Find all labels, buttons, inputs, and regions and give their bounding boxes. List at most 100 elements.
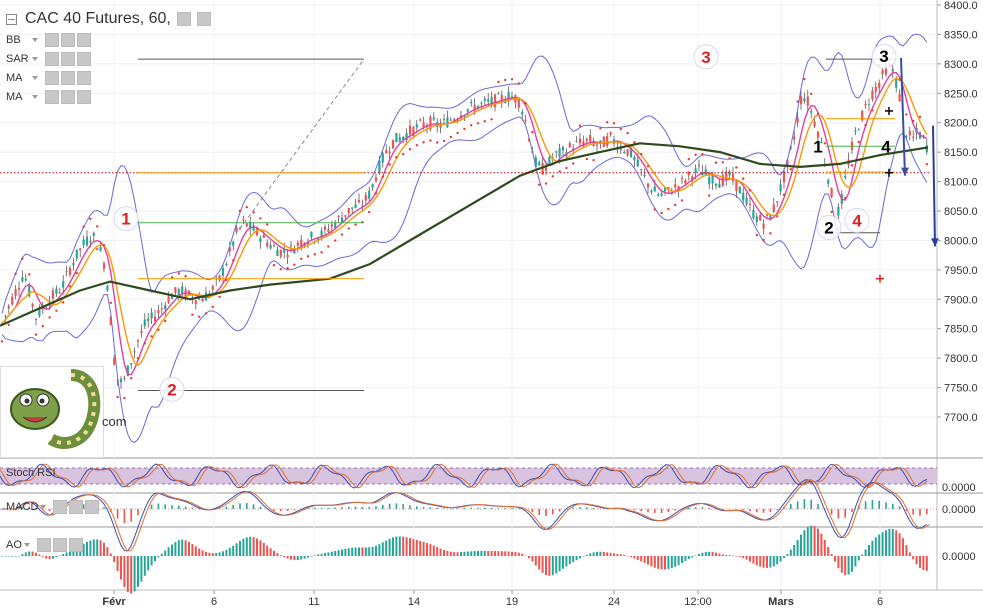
sar-dot — [592, 158, 595, 162]
gear-icon[interactable] — [61, 33, 75, 47]
sar-dot — [368, 210, 371, 214]
macd-histogram-bar — [395, 503, 398, 509]
candle-body — [4, 315, 7, 317]
close-icon[interactable] — [77, 90, 91, 104]
ao-bar — [922, 556, 925, 571]
close-icon[interactable] — [77, 71, 91, 85]
ao-bar — [21, 554, 24, 556]
stoch-rsi-d — [0, 463, 928, 489]
indicator-row-ma-2[interactable]: MA — [6, 90, 211, 104]
ao-bar — [160, 553, 163, 556]
chevron-down-icon[interactable] — [32, 57, 38, 61]
eye-icon[interactable] — [45, 33, 59, 47]
ao-bar — [708, 551, 711, 556]
sar-dot — [646, 165, 650, 168]
ao-bar — [453, 552, 456, 556]
ao-bar — [500, 551, 503, 556]
sar-dot — [48, 316, 51, 319]
macd-histogram-bar — [749, 509, 751, 512]
ao-bar — [514, 552, 517, 556]
ao-bar — [806, 526, 809, 556]
macd-histogram-bar — [552, 509, 554, 515]
candle-body — [497, 93, 500, 95]
ao-bar — [147, 556, 150, 571]
collapse-legend-icon[interactable] — [6, 13, 17, 25]
macd-histogram-bar — [694, 507, 697, 509]
candle-body — [731, 173, 735, 182]
close-icon[interactable] — [77, 33, 91, 47]
chevron-down-icon[interactable] — [23, 543, 30, 547]
candle-body — [385, 150, 388, 154]
ao-bar — [613, 553, 615, 556]
macd-histogram-bar — [592, 507, 595, 509]
sar-dot — [728, 157, 731, 160]
gear-icon[interactable] — [69, 500, 84, 514]
ao-bar — [596, 551, 598, 556]
eye-icon[interactable] — [45, 90, 59, 104]
gear-icon[interactable] — [52, 538, 67, 552]
close-icon[interactable] — [68, 538, 83, 552]
close-icon[interactable] — [85, 500, 100, 514]
macd-histogram-bar — [776, 509, 778, 511]
wave-label: 4 — [852, 211, 862, 230]
eye-icon[interactable] — [45, 52, 59, 66]
candle-body — [674, 184, 677, 188]
macd-histogram-bar — [198, 508, 200, 510]
indicator-row-ma[interactable]: MA — [6, 71, 211, 85]
ao-bar — [460, 552, 462, 556]
sar-dot — [136, 356, 140, 360]
indicator-name: MA — [6, 91, 23, 103]
sar-dot — [803, 77, 806, 81]
sar-dot — [701, 153, 704, 156]
eye-icon[interactable] — [53, 500, 68, 514]
gear-icon[interactable] — [61, 52, 75, 66]
eye-icon[interactable] — [36, 538, 51, 552]
indicator-row-sar[interactable]: SAR — [6, 52, 211, 66]
candle-body — [487, 99, 490, 102]
ao-bar — [755, 556, 758, 566]
candle-body — [867, 104, 871, 106]
candle-body — [769, 214, 772, 221]
ao-bar — [579, 556, 581, 559]
chevron-down-icon[interactable] — [32, 76, 38, 80]
ao-bar — [194, 546, 197, 556]
candle-body — [742, 192, 745, 201]
gear-icon[interactable] — [61, 71, 75, 85]
ao-bar — [504, 551, 507, 556]
sar-dot — [204, 312, 208, 315]
candle-body — [735, 180, 738, 192]
ao-bar — [28, 551, 31, 556]
time-axis: Févr 6 11 14 19 24 12:00 Mars 6 — [102, 590, 883, 608]
ao-bar — [674, 556, 677, 567]
candle-body — [816, 131, 820, 138]
stoch-rsi-value: 0.0000 — [942, 482, 976, 494]
candle-body — [895, 78, 898, 88]
eye-icon[interactable] — [176, 12, 191, 26]
candle-body — [636, 159, 639, 167]
ao-bar — [378, 544, 381, 556]
candle-body — [167, 296, 170, 303]
ao-bar — [902, 538, 904, 556]
ao-bar — [769, 556, 772, 568]
chevron-down-icon[interactable] — [40, 505, 47, 509]
macd-histogram-bar — [150, 504, 153, 509]
sar-dot — [633, 141, 636, 144]
indicator-row-bb[interactable]: BB — [6, 33, 211, 47]
chevron-down-icon[interactable] — [32, 95, 38, 99]
chevron-down-icon[interactable] — [32, 38, 38, 42]
indicator-name: SAR — [6, 53, 29, 65]
ao-bar — [738, 556, 741, 557]
candle-body — [861, 110, 864, 121]
close-icon[interactable] — [77, 52, 91, 66]
sar-dot — [320, 251, 323, 254]
candle-body — [262, 235, 265, 238]
ao-bar — [647, 556, 649, 565]
gear-icon[interactable] — [196, 12, 211, 26]
sar-dot — [823, 142, 826, 145]
eye-icon[interactable] — [45, 71, 59, 85]
candle-body — [119, 378, 123, 383]
wave-label-circle — [871, 43, 897, 69]
gear-icon[interactable] — [61, 90, 75, 104]
candle-body — [266, 242, 269, 247]
